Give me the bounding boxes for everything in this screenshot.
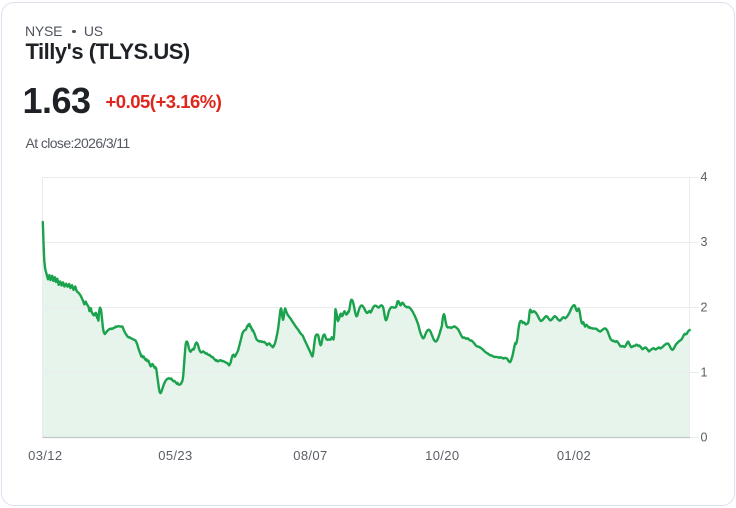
svg-text:05/23: 05/23: [158, 448, 192, 463]
svg-text:0: 0: [701, 431, 708, 445]
svg-text:10/20: 10/20: [425, 448, 459, 463]
svg-text:01/02: 01/02: [557, 448, 591, 463]
svg-text:4: 4: [701, 170, 708, 184]
svg-text:2: 2: [701, 300, 708, 314]
svg-text:08/07: 08/07: [293, 448, 327, 463]
svg-text:03/12: 03/12: [28, 448, 62, 463]
svg-text:3: 3: [701, 235, 708, 249]
svg-text:1: 1: [701, 365, 708, 379]
